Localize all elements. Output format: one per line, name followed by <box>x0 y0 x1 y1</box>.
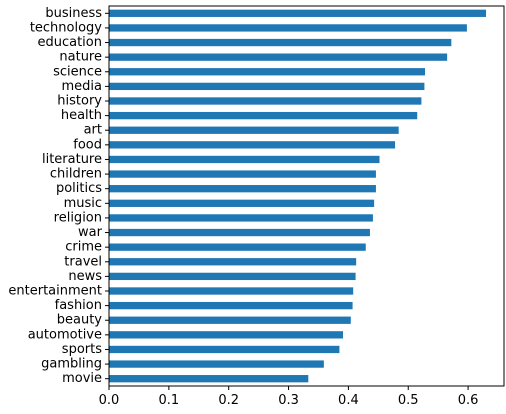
category-label-history: history <box>57 94 102 109</box>
category-label-business: business <box>45 6 102 21</box>
bar-business <box>109 9 487 17</box>
x-tick-label: 0.6 <box>458 393 479 408</box>
bar-history <box>109 97 422 105</box>
category-label-food: food <box>73 137 102 152</box>
category-label-literature: literature <box>42 152 102 167</box>
bar-beauty <box>109 316 351 324</box>
category-label-children: children <box>50 167 102 182</box>
bar-children <box>109 170 376 178</box>
bar-movie <box>109 375 309 383</box>
x-tick-label: 0.3 <box>278 393 299 408</box>
plot-frame <box>108 5 505 387</box>
bar-news <box>109 272 356 281</box>
x-tick-label: 0.1 <box>159 393 180 408</box>
category-label-science: science <box>53 64 102 79</box>
bar-travel <box>109 258 357 266</box>
bar-literature <box>109 155 380 164</box>
bar-gambling <box>109 360 324 368</box>
category-label-media: media <box>62 79 103 94</box>
category-label-movie: movie <box>62 371 102 386</box>
bar-religion <box>109 214 373 222</box>
bar-crime <box>109 243 366 251</box>
bar-technology <box>109 24 467 32</box>
category-label-art: art <box>84 123 102 138</box>
bar-entertainment <box>109 287 354 295</box>
bar-fashion <box>109 301 353 310</box>
bar-nature <box>109 53 448 61</box>
category-label-entertainment: entertainment <box>8 284 102 299</box>
category-label-news: news <box>68 269 102 284</box>
category-label-religion: religion <box>54 210 102 225</box>
bar-science <box>109 68 425 76</box>
bar-art <box>109 126 399 134</box>
bar-automotive <box>109 331 344 339</box>
category-label-beauty: beauty <box>57 313 103 328</box>
x-tick-label: 0.0 <box>99 393 120 408</box>
category-label-politics: politics <box>56 181 102 196</box>
bar-food <box>109 141 396 149</box>
category-label-education: education <box>37 35 102 50</box>
x-tick-label: 0.5 <box>398 393 419 408</box>
category-label-travel: travel <box>64 254 102 269</box>
category-label-nature: nature <box>59 50 102 65</box>
category-label-health: health <box>61 108 102 123</box>
category-label-technology: technology <box>30 20 102 35</box>
category-label-crime: crime <box>65 240 102 255</box>
category-label-sports: sports <box>62 342 102 357</box>
x-ticks: 0.0 0.1 0.2 0.3 0.4 0.5 0.6 <box>99 386 479 408</box>
category-label-music: music <box>64 196 102 211</box>
x-tick-label: 0.2 <box>218 393 239 408</box>
category-label-automotive: automotive <box>28 327 102 342</box>
bar-war <box>109 228 370 237</box>
bar-music <box>109 199 375 207</box>
category-labels: businesstechnologyeducationnaturescience… <box>8 6 109 386</box>
x-tick-label: 0.4 <box>338 393 359 408</box>
bar-health <box>109 111 418 120</box>
category-label-fashion: fashion <box>55 298 102 313</box>
bars-group <box>109 9 487 383</box>
bar-sports <box>109 345 340 354</box>
bar-politics <box>109 185 376 193</box>
category-label-war: war <box>78 225 103 240</box>
bar-media <box>109 82 425 91</box>
bar-education <box>109 38 452 47</box>
category-label-gambling: gambling <box>41 357 102 372</box>
